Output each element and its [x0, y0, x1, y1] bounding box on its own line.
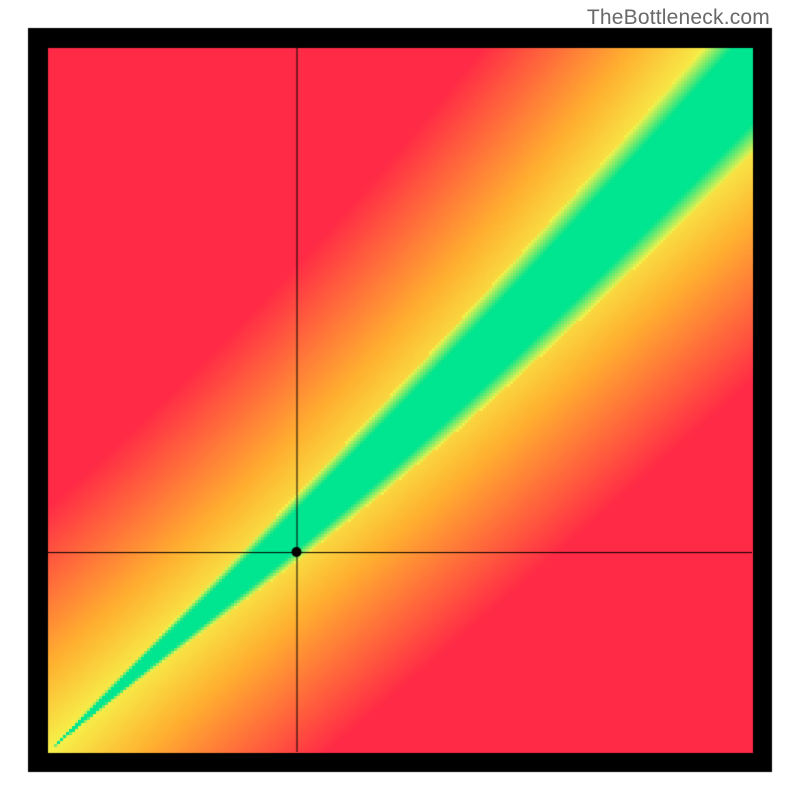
- watermark-label: TheBottleneck.com: [587, 6, 770, 30]
- heatmap-canvas: [0, 0, 800, 800]
- chart-container: TheBottleneck.com: [0, 0, 800, 800]
